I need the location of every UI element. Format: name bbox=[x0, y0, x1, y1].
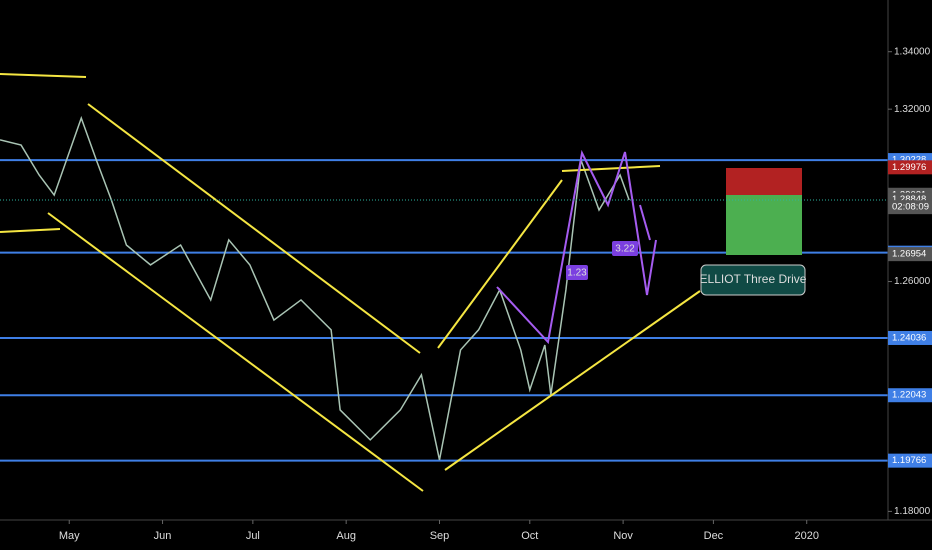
price-tag bbox=[888, 247, 932, 262]
price-tag-label: 1.24036 bbox=[892, 332, 926, 343]
price-tag bbox=[888, 330, 932, 345]
x-tick-label: Jun bbox=[154, 530, 172, 542]
price-line bbox=[0, 115, 630, 461]
ratio: 3.22 bbox=[615, 244, 635, 255]
x-tick-label: Jul bbox=[246, 530, 260, 542]
price-tag-label: 1.19766 bbox=[892, 455, 926, 466]
x-tick-label: Sep bbox=[430, 530, 450, 542]
y-tick-label: 1.26000 bbox=[894, 276, 931, 287]
price-tag bbox=[888, 453, 932, 468]
x-tick-label: 2020 bbox=[794, 530, 818, 542]
annotation: ELLIOT Three Drive bbox=[700, 272, 807, 286]
price-tag bbox=[888, 160, 932, 175]
target-zone bbox=[726, 195, 802, 255]
price-tag-label: 02:08:09 bbox=[892, 202, 929, 213]
price-tag bbox=[888, 200, 932, 215]
price-tag-label: 1.26954 bbox=[892, 249, 926, 260]
x-tick-label: May bbox=[59, 530, 80, 542]
drawings bbox=[0, 73, 701, 492]
y-tick-label: 1.34000 bbox=[894, 46, 931, 57]
price-tag-label: 1.30228 bbox=[892, 155, 926, 166]
price-tag bbox=[888, 388, 932, 403]
price-tag-label: 1.22043 bbox=[892, 390, 926, 401]
price-tag-label: 1.28848 bbox=[892, 194, 926, 205]
pattern bbox=[496, 149, 657, 345]
x-tick-label: Oct bbox=[521, 530, 538, 542]
x-tick-label: Nov bbox=[613, 530, 633, 542]
price-tag-label: 1.29976 bbox=[892, 162, 926, 173]
y-tick-label: 1.32000 bbox=[894, 104, 931, 115]
y-tick-label: 1.18000 bbox=[894, 506, 931, 517]
ratio: 1.23 bbox=[567, 268, 587, 279]
stop-zone bbox=[726, 168, 802, 195]
x-tick-label: Aug bbox=[336, 530, 356, 542]
annotation-box bbox=[700, 264, 806, 296]
ratio-box bbox=[612, 241, 638, 256]
x-tick-label: Dec bbox=[704, 530, 724, 542]
ratio-box bbox=[566, 265, 588, 280]
